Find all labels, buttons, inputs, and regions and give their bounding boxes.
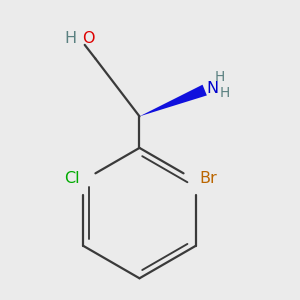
Text: N: N	[207, 81, 219, 96]
Text: H: H	[64, 31, 76, 46]
Text: Br: Br	[199, 171, 217, 186]
Text: H: H	[220, 86, 230, 100]
Text: O: O	[82, 31, 94, 46]
Text: Cl: Cl	[64, 171, 80, 186]
Text: H: H	[215, 70, 225, 84]
Polygon shape	[140, 85, 207, 116]
